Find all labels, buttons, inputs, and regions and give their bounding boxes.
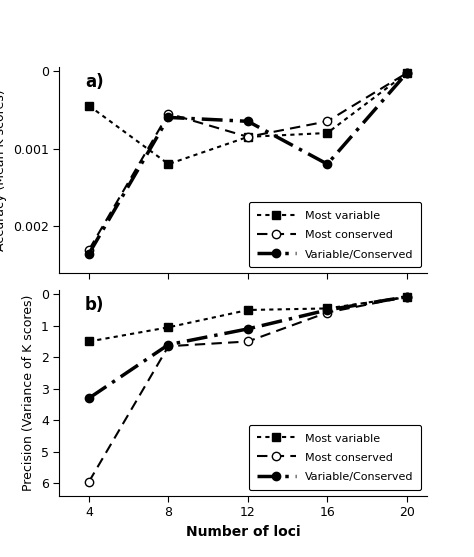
Most variable xyxy=(404,294,410,300)
Most conserved xyxy=(245,338,251,345)
Variable/Conserved xyxy=(245,325,251,332)
Most variable xyxy=(245,134,251,140)
Most variable xyxy=(404,70,410,76)
Most variable xyxy=(325,305,330,312)
Text: b): b) xyxy=(85,296,104,314)
Legend: Most variable, Most conserved, Variable/Conserved: Most variable, Most conserved, Variable/… xyxy=(249,202,421,267)
Line: Most variable: Most variable xyxy=(85,292,411,346)
Most variable xyxy=(165,324,171,331)
Most conserved xyxy=(86,478,92,485)
Most conserved xyxy=(404,294,410,300)
Y-axis label: Accuracy (Mean K scores): Accuracy (Mean K scores) xyxy=(0,89,8,251)
Most conserved xyxy=(245,134,251,140)
Most variable xyxy=(165,161,171,168)
Line: Variable/Conserved: Variable/Conserved xyxy=(85,69,411,258)
Variable/Conserved xyxy=(404,294,410,300)
Text: a): a) xyxy=(85,73,104,91)
Variable/Conserved xyxy=(245,118,251,125)
Y-axis label: Precision (Variance of K scores): Precision (Variance of K scores) xyxy=(22,295,35,491)
Legend: Most variable, Most conserved, Variable/Conserved: Most variable, Most conserved, Variable/… xyxy=(249,425,421,490)
Most variable xyxy=(86,102,92,109)
Variable/Conserved xyxy=(165,341,171,348)
Variable/Conserved xyxy=(86,250,92,257)
Line: Variable/Conserved: Variable/Conserved xyxy=(85,292,411,402)
Variable/Conserved xyxy=(325,307,330,314)
Line: Most conserved: Most conserved xyxy=(85,292,411,486)
Variable/Conserved xyxy=(165,114,171,121)
Most conserved xyxy=(325,118,330,125)
Most conserved xyxy=(165,110,171,117)
X-axis label: Number of loci: Number of loci xyxy=(186,525,300,539)
Variable/Conserved xyxy=(86,395,92,402)
Line: Most conserved: Most conserved xyxy=(85,69,411,254)
Most variable xyxy=(245,307,251,314)
Most conserved xyxy=(325,309,330,316)
Most conserved xyxy=(165,343,171,350)
Most variable xyxy=(86,338,92,345)
Most variable xyxy=(325,130,330,136)
Line: Most variable: Most variable xyxy=(85,69,411,168)
Variable/Conserved xyxy=(404,70,410,76)
Variable/Conserved xyxy=(325,161,330,168)
Most conserved xyxy=(404,70,410,76)
Most conserved xyxy=(86,246,92,253)
